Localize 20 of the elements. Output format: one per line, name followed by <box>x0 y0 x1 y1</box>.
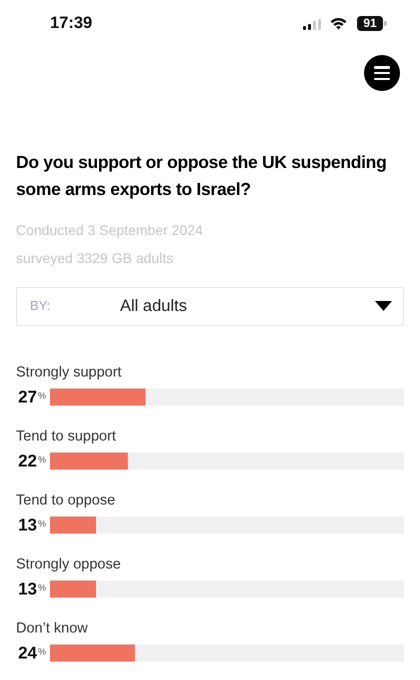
y-tick-label: Don’t know <box>16 620 88 636</box>
y-tick-label: Strongly support <box>16 364 122 380</box>
data-label: 22% <box>18 452 46 470</box>
bar <box>50 580 96 598</box>
bar <box>50 644 135 662</box>
bar <box>50 452 128 470</box>
bar <box>50 516 96 534</box>
chart-subtitle: Conducted 3 September 2024 <box>16 221 203 239</box>
y-tick-label: Strongly oppose <box>16 556 121 572</box>
data-label: 24% <box>18 644 46 662</box>
y-tick-label: Tend to support <box>16 428 116 444</box>
y-tick-label: Tend to oppose <box>16 492 116 508</box>
data-label: 13% <box>18 516 46 534</box>
text: BY: <box>30 297 50 315</box>
data-label: 27% <box>18 388 46 406</box>
data-label: 13% <box>18 580 46 598</box>
text: surveyed 3329 GB adults <box>16 249 174 267</box>
text: 17:39 <box>50 13 92 34</box>
text: All adults <box>120 296 187 317</box>
chart-title: Do you support or oppose the UK suspending some arms exports to Israel? <box>16 151 388 201</box>
